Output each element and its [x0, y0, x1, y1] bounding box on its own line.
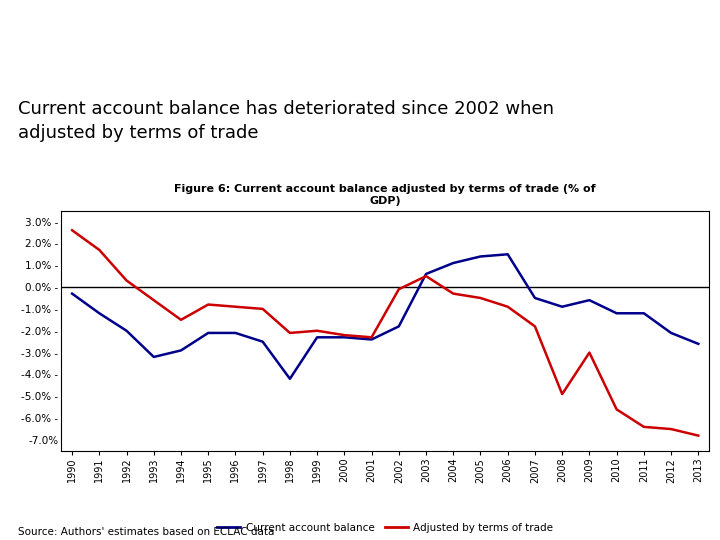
- Legend: Current account balance, Adjusted by terms of trade: Current account balance, Adjusted by ter…: [213, 519, 557, 537]
- Text: 10: 10: [679, 10, 702, 28]
- Text: Current account balance has deteriorated since 2002 when
adjusted by terms of tr: Current account balance has deteriorated…: [18, 100, 554, 141]
- Text: Source: Authors' estimates based on ECLAC data: Source: Authors' estimates based on ECLA…: [18, 527, 274, 537]
- Title: Figure 6: Current account balance adjusted by terms of trade (% of
GDP): Figure 6: Current account balance adjust…: [174, 184, 596, 206]
